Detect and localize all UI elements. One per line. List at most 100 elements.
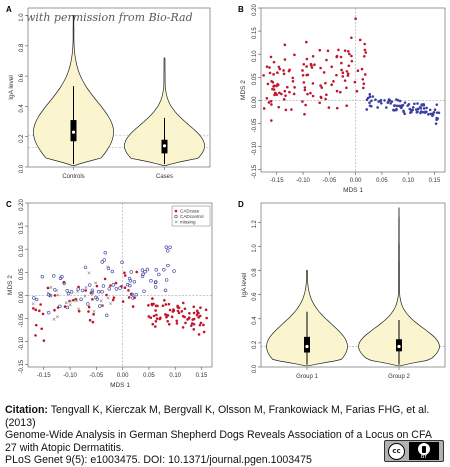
data-point: [277, 65, 281, 69]
panel-b-letter: B: [238, 5, 244, 14]
y-tick-label-5: 1.0: [252, 244, 258, 253]
panel-a-letter: A: [6, 5, 12, 14]
plot-frame: [260, 202, 446, 368]
data-point: [192, 311, 196, 315]
plot-frame: [260, 7, 446, 173]
data-point: [168, 245, 172, 249]
data-point: [335, 55, 338, 59]
data-point: [100, 290, 104, 294]
data-point: [278, 91, 281, 95]
point-group-0: [32, 270, 208, 342]
citation-journal: PLoS Genet 9(5): e1003475. DOI: 10.1371/…: [5, 454, 312, 467]
data-point: [176, 309, 180, 313]
x-tick-label-2: -0.05: [89, 373, 103, 379]
data-point: [305, 40, 308, 44]
data-point: [345, 104, 348, 107]
data-point: [77, 307, 81, 311]
data-point: [87, 310, 90, 313]
data-point: [154, 268, 158, 272]
data-point: [42, 339, 46, 342]
data-point: [102, 258, 106, 262]
data-point: [423, 110, 427, 114]
data-point: [365, 108, 369, 111]
data-point: [370, 99, 373, 103]
data-point: [163, 288, 168, 293]
x-tick-label-6: 0.15: [196, 373, 208, 379]
data-point: [293, 53, 296, 57]
data-point: [302, 81, 306, 84]
x-tick-label-2: -0.05: [322, 178, 336, 184]
legend-label-2: missing: [180, 220, 196, 225]
data-point: [181, 326, 185, 329]
data-point: [46, 291, 50, 295]
data-point: [362, 82, 366, 86]
data-point: [65, 289, 69, 293]
data-point: [347, 64, 351, 68]
x-category-label-0: Controls: [62, 174, 84, 180]
data-point: [164, 303, 168, 306]
data-point: [386, 101, 390, 104]
data-point: [392, 109, 396, 112]
data-point: [306, 92, 309, 96]
data-point: [123, 274, 127, 277]
y-tick-label-4: 0.05: [252, 73, 258, 85]
x-tick-label-5: 0.10: [402, 178, 414, 184]
y-tick-label-3: 0.6: [19, 73, 25, 82]
data-point: [168, 308, 172, 312]
data-point: [311, 94, 315, 98]
data-point: [101, 284, 106, 288]
x-axis-label: MDS 1: [343, 187, 363, 194]
data-point: [311, 82, 315, 85]
legend-box: [171, 205, 211, 227]
data-point: [282, 69, 285, 72]
violin-median-0: [305, 344, 309, 349]
data-point: [88, 318, 92, 322]
data-point: [39, 303, 42, 306]
data-point: [406, 104, 409, 107]
point-group-1: [32, 245, 176, 318]
data-point: [105, 293, 108, 297]
data-point: [154, 280, 158, 284]
point-group-0: [262, 17, 368, 122]
by-label: BY: [420, 454, 428, 460]
data-point: [433, 108, 437, 112]
data-point: [68, 299, 72, 303]
data-point: [318, 48, 322, 52]
data-point: [362, 54, 366, 58]
data-point: [109, 284, 112, 287]
data-point: [272, 60, 276, 64]
data-point: [175, 322, 179, 325]
y-tick-label-1: 0.2: [19, 134, 25, 143]
y-tick-label-5: 0.10: [252, 50, 258, 62]
data-point: [311, 55, 315, 58]
data-point: [88, 283, 92, 287]
cc-by-license-badge[interactable]: cc BY: [384, 440, 444, 462]
data-point: [394, 108, 398, 112]
data-point: [301, 73, 305, 77]
violin-median-1: [162, 144, 167, 148]
data-point: [368, 93, 372, 96]
data-point: [52, 274, 56, 278]
data-point: [398, 99, 402, 103]
data-point: [127, 276, 132, 281]
data-point: [106, 265, 110, 269]
data-point: [198, 314, 202, 318]
data-point: [377, 100, 381, 103]
data-point: [427, 113, 430, 116]
data-point: [79, 297, 83, 302]
data-point: [276, 71, 279, 75]
data-point: [431, 114, 434, 118]
data-point: [165, 315, 168, 319]
data-point: [106, 296, 110, 300]
data-point: [371, 95, 375, 98]
data-point: [339, 55, 343, 59]
data-point: [422, 107, 426, 110]
watermark-text: with permission from Bio-Rad: [26, 11, 193, 24]
data-point: [170, 315, 174, 319]
data-point: [166, 319, 170, 323]
data-point: [376, 106, 379, 109]
data-point: [176, 306, 180, 309]
data-point: [58, 304, 62, 309]
data-point: [395, 104, 399, 108]
